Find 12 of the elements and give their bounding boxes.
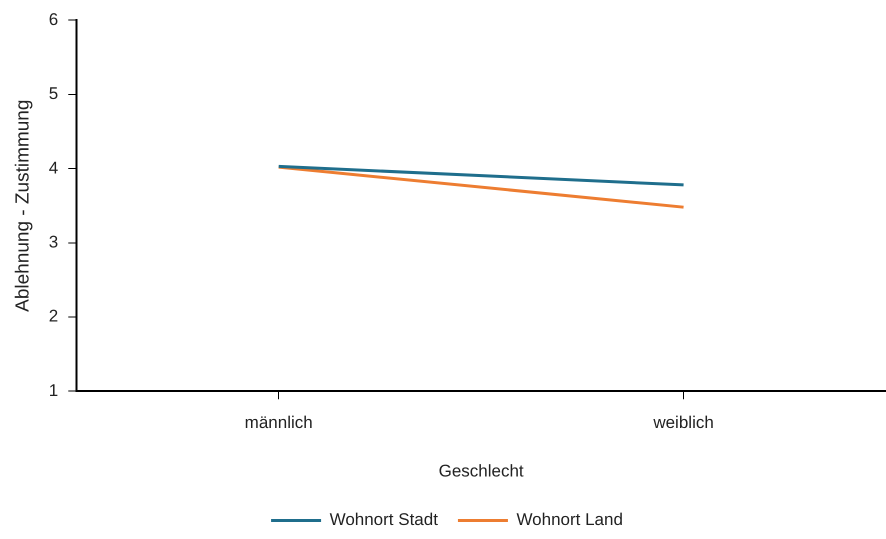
x-tick-label: männlich — [244, 413, 313, 432]
y-tick-label: 2 — [48, 306, 58, 326]
y-tick-label: 3 — [48, 232, 58, 252]
y-tick-label: 6 — [48, 10, 58, 29]
y-tick-label: 5 — [48, 84, 58, 104]
y-tick-label: 1 — [48, 380, 58, 400]
legend-label: Wohnort Land — [516, 510, 623, 530]
y-tick-label: 4 — [48, 158, 58, 178]
x-axis-title: Geschlecht — [438, 461, 524, 480]
legend-label: Wohnort Stadt — [330, 510, 438, 530]
x-tick-label: weiblich — [652, 413, 714, 432]
y-axis-title: Ablehnung - Zustimmung — [12, 100, 34, 312]
